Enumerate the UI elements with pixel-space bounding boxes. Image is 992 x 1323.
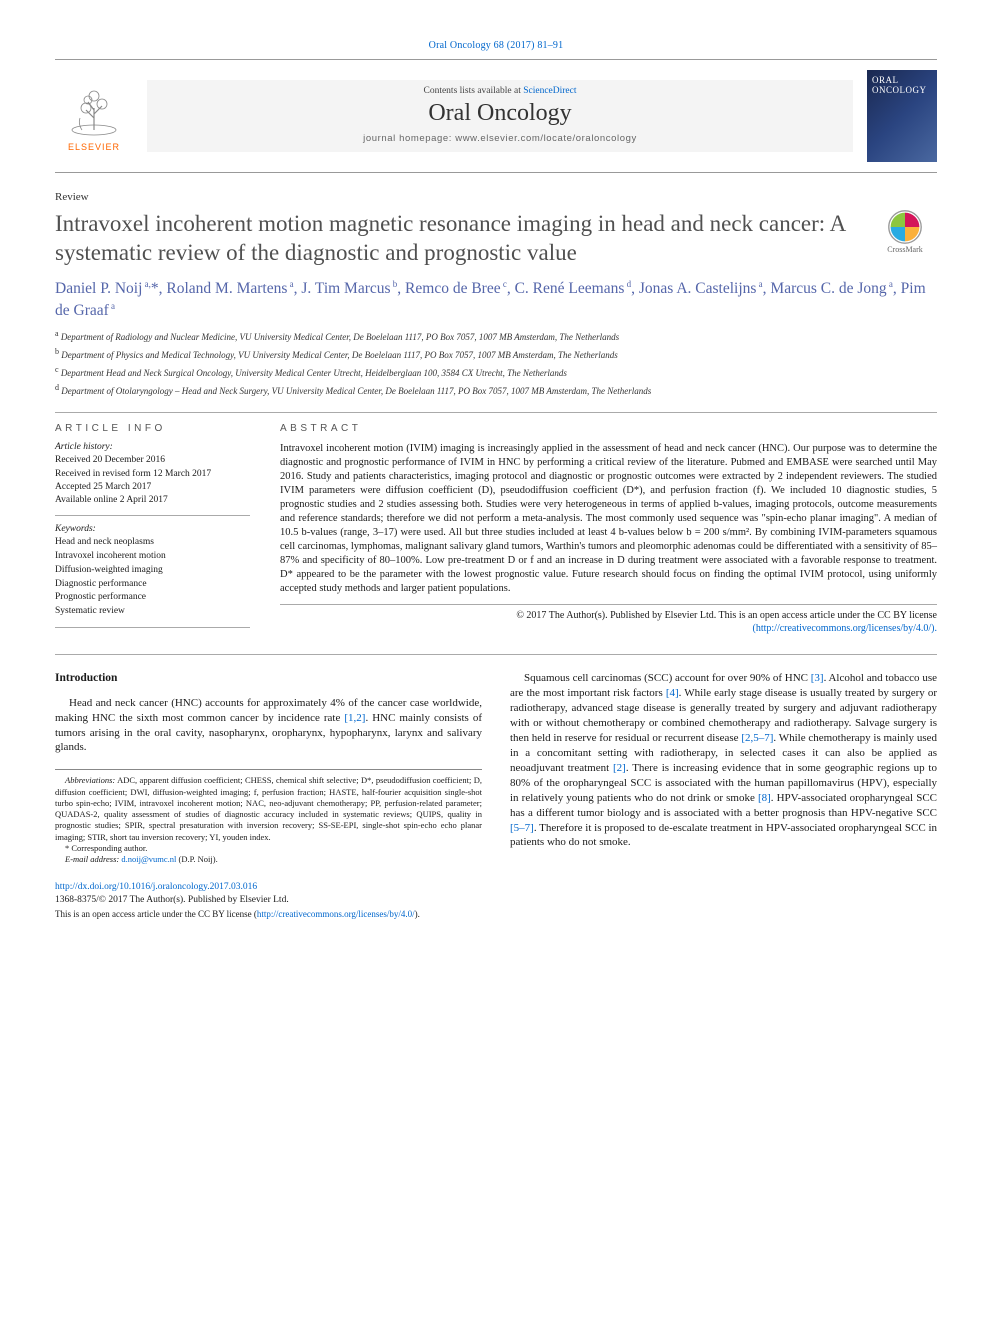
abstract-body: Intravoxel incoherent motion (IVIM) imag…: [280, 442, 937, 604]
history-label: Article history:: [55, 442, 250, 452]
affiliation-line: a Department of Radiology and Nuclear Me…: [55, 328, 937, 344]
publisher-logo[interactable]: ELSEVIER: [55, 70, 133, 162]
history-line: Received 20 December 2016: [55, 454, 250, 467]
keyword-line: Diagnostic performance: [55, 578, 250, 592]
license-prefix: This is an open access article under the…: [55, 909, 257, 919]
citation-ref[interactable]: [8]: [758, 792, 771, 804]
corresponding-email-link[interactable]: d.noij@vumc.nl: [121, 854, 176, 864]
keyword-line: Diffusion-weighted imaging: [55, 564, 250, 578]
history-line: Available online 2 April 2017: [55, 494, 250, 507]
license-link[interactable]: (http://creativecommons.org/licenses/by/…: [753, 623, 938, 634]
abbreviations-footnote: Abbreviations: ADC, apparent diffusion c…: [55, 775, 482, 842]
crossmark-icon: [887, 209, 923, 245]
journal-name: Oral Oncology: [157, 100, 843, 127]
citation-ref[interactable]: [2]: [613, 762, 626, 774]
footer-license-link[interactable]: http://creativecommons.org/licenses/by/4…: [257, 909, 415, 919]
keyword-line: Prognostic performance: [55, 591, 250, 605]
cover-title: ORAL ONCOLOGY: [872, 75, 932, 95]
article-info-sidebar: article info Article history: Received 2…: [55, 423, 250, 636]
abbrev-label: Abbreviations:: [65, 775, 115, 785]
page-footer: http://dx.doi.org/10.1016/j.oraloncology…: [55, 881, 937, 920]
keyword-line: Intravoxel incoherent motion: [55, 550, 250, 564]
keywords-label: Keywords:: [55, 524, 250, 534]
issn-copyright-line: 1368-8375/© 2017 The Author(s). Publishe…: [55, 894, 937, 907]
rule-section: [55, 412, 937, 413]
publisher-name: ELSEVIER: [68, 142, 120, 152]
article-info-head: article info: [55, 423, 250, 434]
crossmark-badge[interactable]: CrossMark: [873, 209, 937, 254]
keyword-line: Systematic review: [55, 605, 250, 619]
intro-heading: Introduction: [55, 671, 482, 687]
journal-homepage[interactable]: journal homepage: www.elsevier.com/locat…: [157, 133, 843, 144]
elsevier-tree-icon: [64, 80, 124, 140]
body-columns: Introduction Head and neck cancer (HNC) …: [55, 671, 937, 865]
contents-prefix: Contents lists available at: [423, 86, 523, 96]
article-title: Intravoxel incoherent motion magnetic re…: [55, 209, 853, 268]
license-close: ).: [415, 909, 420, 919]
abstract-block: abstract Intravoxel incoherent motion (I…: [280, 423, 937, 636]
footer-license-line: This is an open access article under the…: [55, 908, 937, 921]
article-type: Review: [55, 191, 937, 203]
citation-ref[interactable]: [4]: [666, 687, 679, 699]
contents-line: Contents lists available at ScienceDirec…: [157, 86, 843, 96]
abstract-copyright: © 2017 The Author(s). Published by Elsev…: [280, 609, 937, 636]
keyword-line: Head and neck neoplasms: [55, 536, 250, 550]
email-suffix: (D.P. Noij).: [176, 854, 217, 864]
journal-cover[interactable]: ORAL ONCOLOGY: [867, 70, 937, 162]
email-label: E-mail address:: [65, 854, 119, 864]
corresponding-author-footnote: * Corresponding author.: [55, 843, 482, 854]
keywords-block: Keywords: Head and neck neoplasmsIntravo…: [55, 524, 250, 628]
author-list: Daniel P. Noij a,*, Roland M. Martens a,…: [55, 278, 937, 322]
citation-ref[interactable]: [2,5–7]: [741, 732, 773, 744]
history-line: Accepted 25 March 2017: [55, 481, 250, 494]
footnotes-block: Abbreviations: ADC, apparent diffusion c…: [55, 769, 482, 865]
copyright-text: © 2017 The Author(s). Published by Elsev…: [516, 610, 937, 621]
rule-mid: [55, 172, 937, 173]
affiliation-line: c Department Head and Neck Surgical Onco…: [55, 364, 937, 380]
sciencedirect-link[interactable]: ScienceDirect: [523, 86, 576, 96]
rule-top: [55, 59, 937, 60]
masthead-center: Contents lists available at ScienceDirec…: [147, 80, 853, 152]
abstract-head: abstract: [280, 423, 937, 434]
intro-para-2: Squamous cell carcinomas (SCC) account f…: [510, 671, 937, 850]
email-footnote: E-mail address: d.noij@vumc.nl (D.P. Noi…: [55, 854, 482, 865]
intro-para-1: Head and neck cancer (HNC) accounts for …: [55, 696, 482, 756]
masthead: ELSEVIER Contents lists available at Sci…: [55, 70, 937, 162]
citation-ref[interactable]: [5–7]: [510, 822, 534, 834]
citation-ref[interactable]: [3]: [811, 672, 824, 684]
citation-ref[interactable]: [1,2]: [344, 712, 365, 724]
abbrev-text: ADC, apparent diffusion coefficient; CHE…: [55, 775, 482, 841]
history-line: Received in revised form 12 March 2017: [55, 468, 250, 481]
affiliation-line: b Department of Physics and Medical Tech…: [55, 346, 937, 362]
doi-link[interactable]: http://dx.doi.org/10.1016/j.oraloncology…: [55, 882, 257, 892]
citation: Oral Oncology 68 (2017) 81–91: [55, 40, 937, 51]
article-history-block: Article history: Received 20 December 20…: [55, 442, 250, 516]
crossmark-label: CrossMark: [887, 245, 923, 254]
affiliation-line: d Department of Otolaryngology – Head an…: [55, 382, 937, 398]
rule-body: [55, 654, 937, 655]
